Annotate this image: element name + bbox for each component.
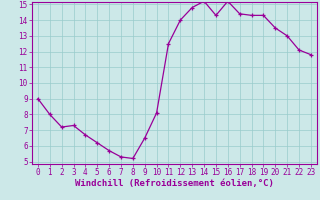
X-axis label: Windchill (Refroidissement éolien,°C): Windchill (Refroidissement éolien,°C) — [75, 179, 274, 188]
